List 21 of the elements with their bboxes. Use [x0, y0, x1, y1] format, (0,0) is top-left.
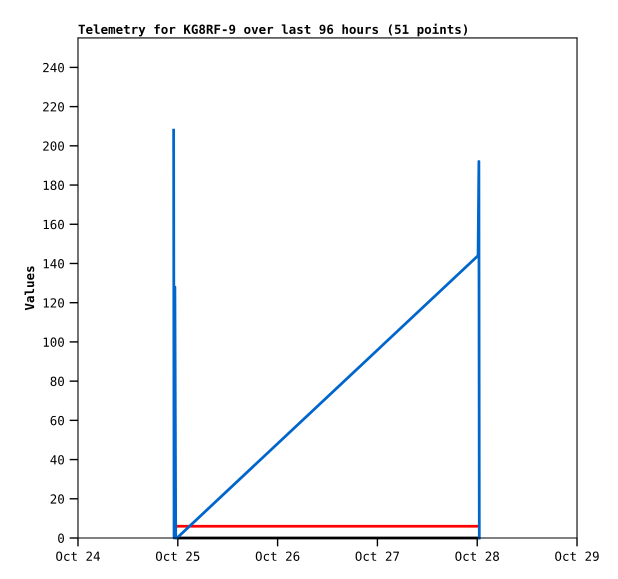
chart-title: Telemetry for KG8RF-9 over last 96 hours (51 points): [78, 24, 467, 36]
x-tick-label: Oct 24: [56, 551, 100, 561]
y-tick-label: 140: [44, 258, 64, 268]
x-tick-label: Oct 28: [455, 551, 499, 561]
y-tick-label: 100: [44, 337, 64, 347]
y-tick-label: 0: [58, 534, 64, 543]
x-tick-label: Oct 25: [156, 551, 200, 561]
y-tick-label: 20: [50, 494, 64, 504]
x-tick-label: Oct 29: [555, 551, 599, 561]
y-tick-label: 240: [43, 62, 64, 72]
x-tick-label: Oct 26: [256, 551, 300, 561]
y-tick-label: 220: [43, 102, 64, 112]
y-tick-label: 160: [44, 220, 64, 230]
y-tick-label: 60: [50, 416, 64, 426]
y-tick-label: 80: [50, 376, 64, 386]
y-tick-label: 40: [50, 455, 64, 465]
y-tick-label: 180: [44, 180, 64, 190]
y-tick-label: 120: [44, 298, 64, 308]
x-tick-label: Oct 27: [356, 551, 400, 561]
y-tick-label: 200: [43, 141, 64, 151]
y-axis-title: Values: [24, 266, 34, 310]
